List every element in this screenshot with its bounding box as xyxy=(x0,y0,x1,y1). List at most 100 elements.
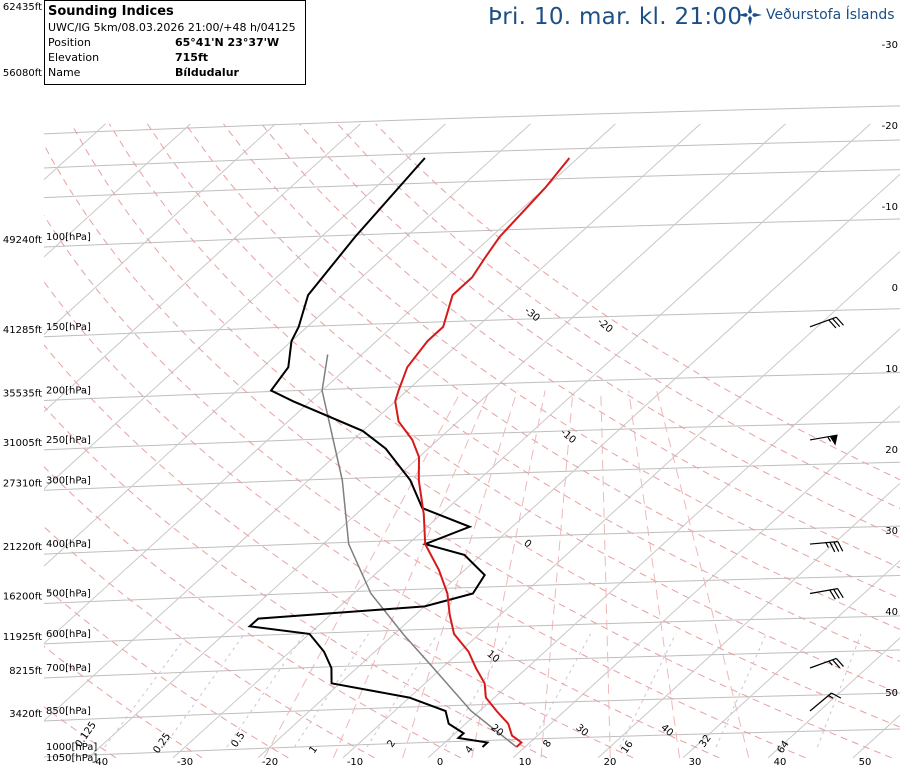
wind-barb-flag xyxy=(832,318,841,328)
mixing-ratio-line xyxy=(163,633,245,748)
altitude-label: 49240ft xyxy=(3,235,42,246)
right-axis-label: -20 xyxy=(882,121,898,132)
isotherm-line xyxy=(172,123,871,759)
isobar-line xyxy=(44,692,900,722)
mixing-ratio-line xyxy=(226,633,305,748)
pressure-label: 1000[hPa] xyxy=(46,742,97,753)
mixing-ratio-line xyxy=(293,633,369,748)
wind-barb-flag xyxy=(831,692,842,699)
isobar-line xyxy=(44,308,900,338)
isotherm-line xyxy=(682,559,900,759)
isotherm-line xyxy=(87,123,786,759)
wind-barb-flag xyxy=(832,659,841,669)
isotherm-line xyxy=(44,123,616,645)
wind-barb xyxy=(809,541,844,553)
info-value: 715ft xyxy=(175,51,209,64)
isotherm-axis-label: -20 xyxy=(262,757,278,768)
isobar-line xyxy=(44,139,900,169)
wind-barb-flag xyxy=(833,541,840,552)
mixing-ratio-label: 0.5 xyxy=(229,730,247,749)
mixing-ratio-line xyxy=(619,633,677,748)
isotherm-axis-label: 20 xyxy=(604,757,617,768)
parcel-line xyxy=(321,354,517,748)
moist-adiabat-line xyxy=(402,390,518,758)
wind-barb xyxy=(809,692,842,712)
dry-adiabat-line xyxy=(44,143,892,759)
moist-adiabat-line xyxy=(656,390,750,758)
wind-barb-flag xyxy=(835,658,844,667)
isotherm-line xyxy=(44,123,361,413)
mixing-ratio-line xyxy=(715,633,767,748)
wind-barb-flag xyxy=(829,589,836,600)
mixing-ratio-line xyxy=(528,633,592,748)
mixing-ratio-label: 1 xyxy=(307,744,320,756)
altitude-label: 41285ft xyxy=(3,325,42,336)
pressure-label: 1050[hPa] xyxy=(46,753,97,764)
wind-barb-staff xyxy=(809,541,838,545)
pressure-label: 150[hPa] xyxy=(46,322,91,333)
dry-adiabat-line xyxy=(261,123,900,569)
info-model-line: UWC/IG 5km/08.03.2026 21:00/+48 h/04125 xyxy=(48,21,296,34)
altitude-label: 11925ft xyxy=(3,632,42,643)
info-title: Sounding Indices xyxy=(48,4,174,19)
pressure-label: 200[hPa] xyxy=(46,386,91,397)
mixing-ratio-label: 2 xyxy=(385,738,398,750)
isotherm-line xyxy=(44,123,446,490)
mixing-ratio-line xyxy=(104,633,189,748)
info-row-elevation: Elevation 715ft xyxy=(48,50,302,65)
isotherm-axis-label: -30 xyxy=(177,757,193,768)
right-axis-label: 30 xyxy=(885,526,898,537)
isotherm-label: -20 xyxy=(595,316,615,335)
isotherm-axis-label: 10 xyxy=(519,757,532,768)
dry-adiabat-line xyxy=(44,706,117,759)
info-value: Bíldudalur xyxy=(175,66,239,79)
moist-adiabat-line xyxy=(332,390,490,758)
brand[interactable]: Veðurstofa Íslands xyxy=(738,4,895,26)
wind-barb-staff xyxy=(809,316,837,328)
dry-adiabat-line xyxy=(44,585,289,759)
altitude-label: 56080ft xyxy=(3,68,42,79)
isotherm-line xyxy=(597,482,900,759)
isotherm-axis-label: -40 xyxy=(92,757,108,768)
isotherm-axis-label: 50 xyxy=(859,757,872,768)
pressure-label: 700[hPa] xyxy=(46,663,91,674)
isotherm-line xyxy=(44,123,701,722)
wind-barb-pennant xyxy=(829,435,838,446)
right-axis-label: 20 xyxy=(885,445,898,456)
dry-adiabat-line xyxy=(299,123,900,539)
wind-barb-flag xyxy=(828,319,837,329)
moist-adiabat-line xyxy=(600,390,611,758)
mixing-ratio-label: 4 xyxy=(463,744,476,756)
isotherm-line xyxy=(44,123,276,335)
moist-adiabat-line xyxy=(471,390,546,758)
isotherm-line xyxy=(767,637,900,759)
valid-time: Þri. 10. mar. kl. 21:00 xyxy=(488,4,743,30)
wind-barb-staff xyxy=(809,657,837,669)
altitude-label: 31005ft xyxy=(3,438,42,449)
pressure-label: 500[hPa] xyxy=(46,588,91,599)
wind-barb xyxy=(809,588,844,600)
dry-adiabat-line xyxy=(108,123,900,695)
isotherm-line xyxy=(44,123,531,567)
moist-adiabat-line xyxy=(263,390,462,759)
wind-barb-flag xyxy=(837,588,844,599)
wind-barb-flag xyxy=(835,316,844,326)
dry-adiabat-line xyxy=(337,123,900,510)
wind-barb-staff xyxy=(809,692,832,712)
wind-barb-half-flag xyxy=(828,695,834,699)
brand-name: Veðurstofa Íslands xyxy=(766,7,895,23)
wind-barb xyxy=(809,657,844,669)
wind-barb-staff xyxy=(809,434,838,441)
dry-adiabat-line xyxy=(44,344,634,759)
isotherm-label: 10 xyxy=(484,649,501,666)
wind-barb-half-flag xyxy=(827,436,832,442)
wind-barb-staff xyxy=(809,588,838,595)
pressure-label: 600[hPa] xyxy=(46,629,91,640)
isotherm-line xyxy=(512,405,900,759)
isobar-line xyxy=(44,461,900,491)
isotherm-line xyxy=(257,173,900,759)
pressure-label: 300[hPa] xyxy=(46,475,91,486)
dry-adiabat-line xyxy=(146,123,900,662)
mixing-ratio-line xyxy=(366,633,438,748)
